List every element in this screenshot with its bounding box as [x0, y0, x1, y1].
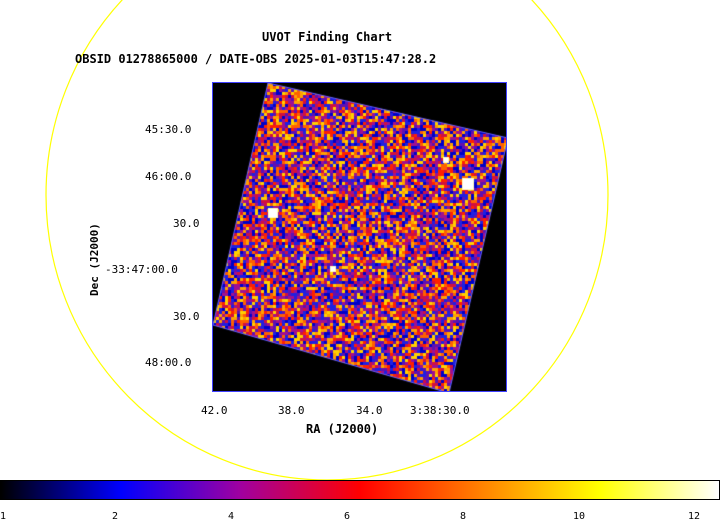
y-tick-label: 48:00.0	[145, 356, 192, 369]
colorbar-tick: 10	[572, 511, 586, 522]
x-tick-label: 34.0	[356, 404, 383, 417]
uvot-image	[213, 83, 506, 391]
chart-title: UVOT Finding Chart	[262, 30, 393, 44]
colorbar-tick: 6	[343, 511, 351, 522]
image-frame	[212, 82, 507, 392]
colorbar-tick: 4	[227, 511, 235, 522]
y-tick-label: -33:47:00.0	[105, 263, 178, 276]
x-tick-label: 42.0	[201, 404, 228, 417]
chart-subtitle: OBSID 01278865000 / DATE-OBS 2025-01-03T…	[75, 52, 437, 66]
colorbar	[0, 480, 720, 500]
x-axis-label: RA (J2000)	[306, 422, 379, 436]
y-axis-label: Dec (J2000)	[88, 223, 101, 296]
y-tick-label: 46:00.0	[145, 170, 192, 183]
colorbar-tick: 1	[0, 511, 7, 522]
colorbar-tick: 2	[111, 511, 119, 522]
y-tick-label: 30.0	[173, 310, 200, 323]
colorbar-tick: 8	[459, 511, 467, 522]
x-tick-label: 3:38:30.0	[410, 404, 470, 417]
colorbar-tick: 12	[687, 511, 701, 522]
y-tick-label: 45:30.0	[145, 123, 192, 136]
x-tick-label: 38.0	[278, 404, 305, 417]
y-tick-label: 30.0	[173, 217, 200, 230]
